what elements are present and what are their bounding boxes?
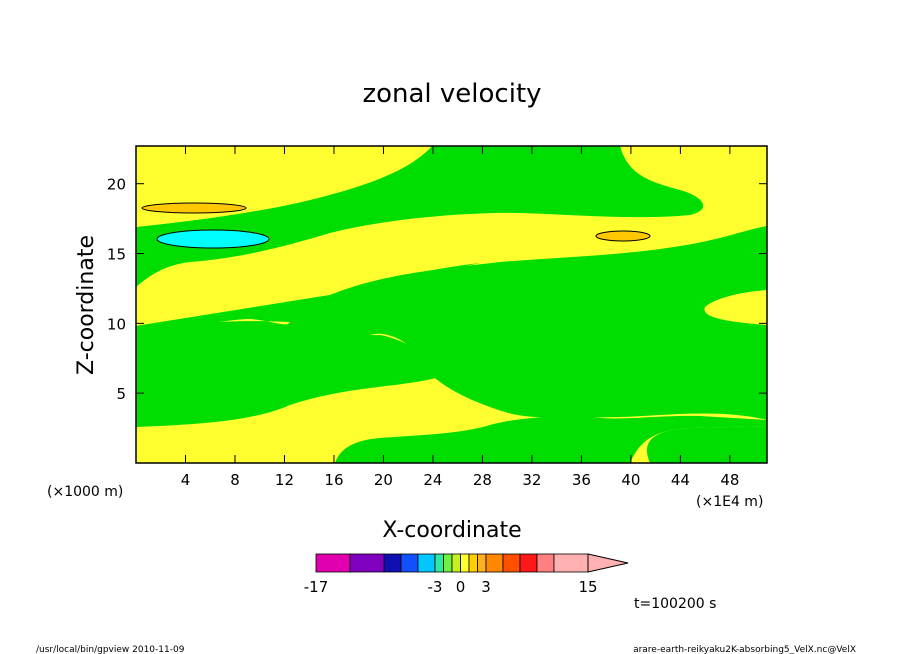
time-label: t=100200 s <box>634 596 716 612</box>
contour-fill-orange-max-right <box>595 230 651 242</box>
x-tick-label: 32 <box>522 471 541 489</box>
colorbar-label: 15 <box>578 578 597 596</box>
colorbar-segment <box>443 553 453 573</box>
colorbar-segment <box>468 553 478 573</box>
chart-title: zonal velocity <box>362 79 541 109</box>
contour-fill-negative-bottom <box>335 415 767 463</box>
y-tick-label: 15 <box>107 246 126 264</box>
contour-fill-negative-band-upper <box>136 226 767 463</box>
colorbar-label: -3 <box>428 578 443 596</box>
colorbar-extension <box>587 553 629 573</box>
colorbar-segment <box>536 553 555 573</box>
colorbar-segment <box>460 553 470 573</box>
colorbar-segment <box>451 553 461 573</box>
x-unit-left: (×1000 m) <box>47 484 123 500</box>
colorbar-segment <box>502 553 521 573</box>
colorbar-label: 0 <box>456 578 466 596</box>
colorbar-segment <box>485 553 504 573</box>
x-tick-label: 36 <box>572 471 591 489</box>
plot-frame <box>135 145 768 464</box>
x-tick-label: 44 <box>671 471 690 489</box>
colorbar-segment <box>519 553 538 573</box>
x-tick-label: 16 <box>324 471 343 489</box>
x-tick-label: 12 <box>275 471 294 489</box>
colorbar: -17 -3 0 3 15 <box>304 553 629 596</box>
y-tick-label: 10 <box>107 315 126 333</box>
x-tick-label: 48 <box>720 471 739 489</box>
colorbar-label: 3 <box>481 578 491 596</box>
x-tick-label: 20 <box>374 471 393 489</box>
footer-left: /usr/local/bin/gpview 2010-11-09 <box>36 645 185 654</box>
x-tick-label: 24 <box>423 471 442 489</box>
contour-fill-negative-top <box>136 146 704 287</box>
x-tick-label: 8 <box>230 471 240 489</box>
colorbar-label: -17 <box>304 578 329 596</box>
contour-fill-cyan-minimum <box>156 229 270 249</box>
x-tick-label: 4 <box>181 471 191 489</box>
colorbar-segment <box>417 553 436 573</box>
x-unit-right: (×1E4 m) <box>696 494 763 510</box>
y-axis-label: Z-coordinate <box>74 235 99 375</box>
x-tick-label: 28 <box>473 471 492 489</box>
y-tick-label: 5 <box>116 385 126 403</box>
colorbar-segment <box>553 553 589 573</box>
colorbar-segment <box>400 553 419 573</box>
contour-fill-negative-band-lower <box>136 263 480 427</box>
contour-fill-orange-max-left <box>141 202 247 214</box>
footer-right: arare-earth-reikyaku2K-absorbing5_VelX.n… <box>633 645 856 654</box>
x-axis-label: X-coordinate <box>382 518 521 543</box>
x-tick-label: 40 <box>621 471 640 489</box>
colorbar-segment <box>349 553 385 573</box>
y-ticks: 5 10 15 20 <box>107 176 767 403</box>
colorbar-segment <box>477 553 487 573</box>
colorbar-segment <box>383 553 402 573</box>
x-ticks: 4 8 12 16 20 24 28 32 36 40 44 48 <box>181 146 739 489</box>
colorbar-segment <box>434 553 444 573</box>
colorbar-segment <box>315 553 351 573</box>
y-tick-label: 20 <box>107 176 126 194</box>
